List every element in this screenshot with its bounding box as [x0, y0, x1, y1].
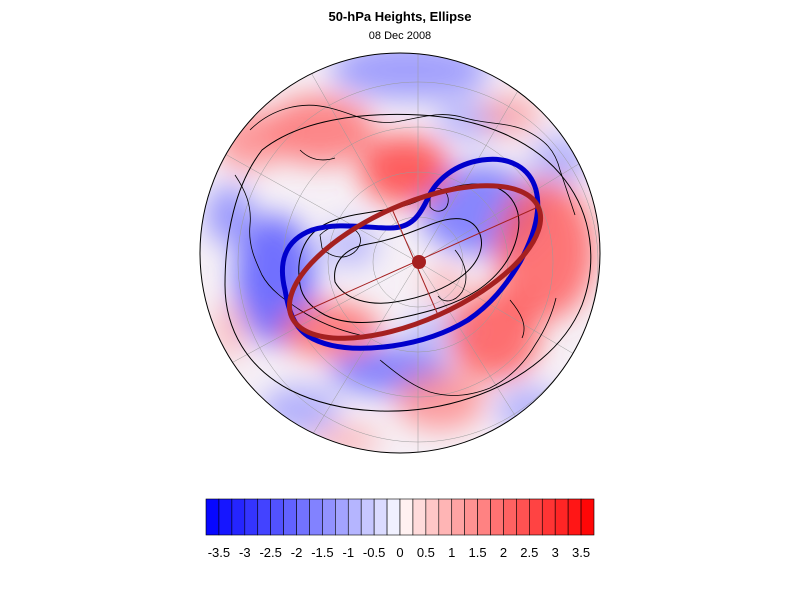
colorbar-box — [386, 498, 401, 536]
colorbar-box — [309, 498, 323, 536]
colorbar-box — [529, 498, 543, 536]
colorbar-tick-label: 0 — [396, 545, 403, 560]
globe-outline — [199, 52, 601, 454]
colorbar-box — [360, 498, 375, 536]
map-title: 50-hPa Heights, Ellipse — [328, 9, 472, 24]
colorbar-box — [205, 498, 220, 536]
colorbar-box — [399, 498, 414, 536]
colorbar-tick-label: -2.5 — [259, 545, 281, 560]
height-contour-line — [279, 156, 541, 351]
colorbar-tick-label: 0.5 — [417, 545, 435, 560]
map-date: 08 Dec 2008 — [368, 30, 432, 42]
colorbar-box — [451, 498, 465, 536]
colorbar-box — [335, 498, 349, 536]
colorbar-box — [503, 498, 517, 536]
colorbar-tick-label: -1.5 — [311, 545, 333, 560]
colorbar-box — [231, 498, 246, 536]
colorbar-box — [580, 498, 595, 536]
coastlines — [234, 104, 576, 396]
colorbar-box — [490, 498, 504, 536]
colorbar-box — [567, 498, 582, 536]
colorbar-box — [438, 498, 453, 536]
colorbar-boxes — [205, 498, 595, 536]
colorbar-labels: -3.5 -3 -2.5 -2 -1.5 -1 -0.5 0 0.5 1 1.5 2 2.5 3 3.5 — [208, 545, 590, 560]
colorbar-box — [283, 498, 297, 536]
colorbar-tick-label: 1.5 — [469, 545, 487, 560]
colorbar-box — [541, 498, 556, 536]
colorbar-box — [296, 498, 310, 536]
colorbar-box — [554, 498, 569, 536]
colorbar-tick-label: -1 — [342, 545, 354, 560]
polar-map — [199, 52, 601, 454]
anomaly-field — [200, 53, 600, 453]
colorbar-box — [347, 498, 362, 536]
colorbar-box — [218, 498, 233, 536]
colorbar-tick-label: 3.5 — [572, 545, 590, 560]
colorbar-tick-label: -0.5 — [363, 545, 385, 560]
colorbar-tick-label: 2.5 — [520, 545, 538, 560]
colorbar-box — [322, 498, 336, 536]
colorbar-tick-label: 1 — [448, 545, 455, 560]
colorbar-tick-label: -3.5 — [208, 545, 230, 560]
colorbar-box — [516, 498, 530, 536]
colorbar-box — [412, 498, 427, 536]
colorbar-box — [477, 498, 491, 536]
colorbar-box — [270, 498, 284, 536]
colorbar-box — [425, 498, 440, 536]
colorbar-box — [464, 498, 478, 536]
ellipse-centroid — [412, 255, 426, 269]
height-contours — [224, 113, 592, 412]
colorbar-box — [257, 498, 271, 536]
colorbar-tick-label: -2 — [291, 545, 303, 560]
colorbar-box — [244, 498, 259, 536]
colorbar-box — [373, 498, 388, 536]
colorbar-tick-label: 3 — [552, 545, 559, 560]
fitted-ellipse — [286, 183, 544, 341]
colorbar-tick-label: -3 — [239, 545, 251, 560]
colorbar-tick-label: 2 — [500, 545, 507, 560]
